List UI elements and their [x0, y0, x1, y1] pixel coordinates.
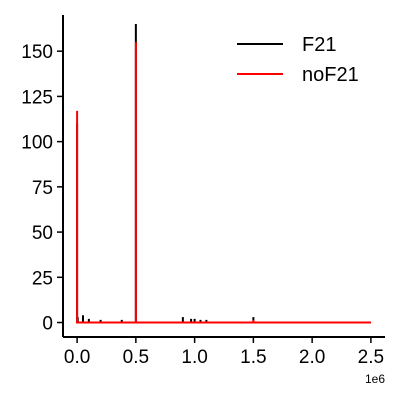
y-tick-label: 0 — [42, 314, 53, 335]
y-tick-label: 150 — [21, 42, 53, 63]
x-tick-label: 2.5 — [358, 347, 384, 368]
data-point — [190, 318, 192, 320]
plot-area — [76, 23, 371, 324]
legend-label-F21: F21 — [302, 34, 336, 56]
data-point — [206, 319, 208, 321]
data-point — [100, 319, 102, 321]
series-line — [76, 42, 371, 324]
x-tick-label: 1.5 — [240, 347, 266, 368]
data-point — [182, 316, 184, 318]
data-point — [121, 319, 123, 321]
legend-label-noF21: noF21 — [302, 64, 359, 86]
data-point — [200, 319, 202, 321]
y-tick-label: 100 — [21, 133, 53, 154]
y-tick-label: 50 — [32, 223, 53, 244]
data-point — [82, 314, 84, 316]
x-tick-label: 2.0 — [299, 347, 325, 368]
x-offset-label: 1e6 — [365, 372, 385, 386]
data-point — [135, 41, 137, 43]
y-tick-label: 125 — [21, 87, 53, 108]
data-point — [253, 316, 255, 318]
data-point — [76, 110, 78, 112]
x-tick-label: 1.0 — [181, 347, 207, 368]
series-noF21 — [76, 41, 371, 324]
data-point — [135, 23, 137, 25]
data-point — [88, 318, 90, 320]
axes: 0 25 50 75 100 125 150 0.0 0.5 1.0 1.5 2.0 2.5 1e6 — [21, 15, 385, 386]
y-tick-label: 75 — [32, 178, 53, 199]
x-tick-label: 0.0 — [64, 347, 90, 368]
x-tick-label: 0.5 — [123, 347, 149, 368]
y-tick-label: 25 — [32, 268, 53, 289]
data-point — [253, 319, 255, 321]
legend: F21 noF21 — [237, 34, 359, 86]
data-point — [194, 318, 196, 320]
